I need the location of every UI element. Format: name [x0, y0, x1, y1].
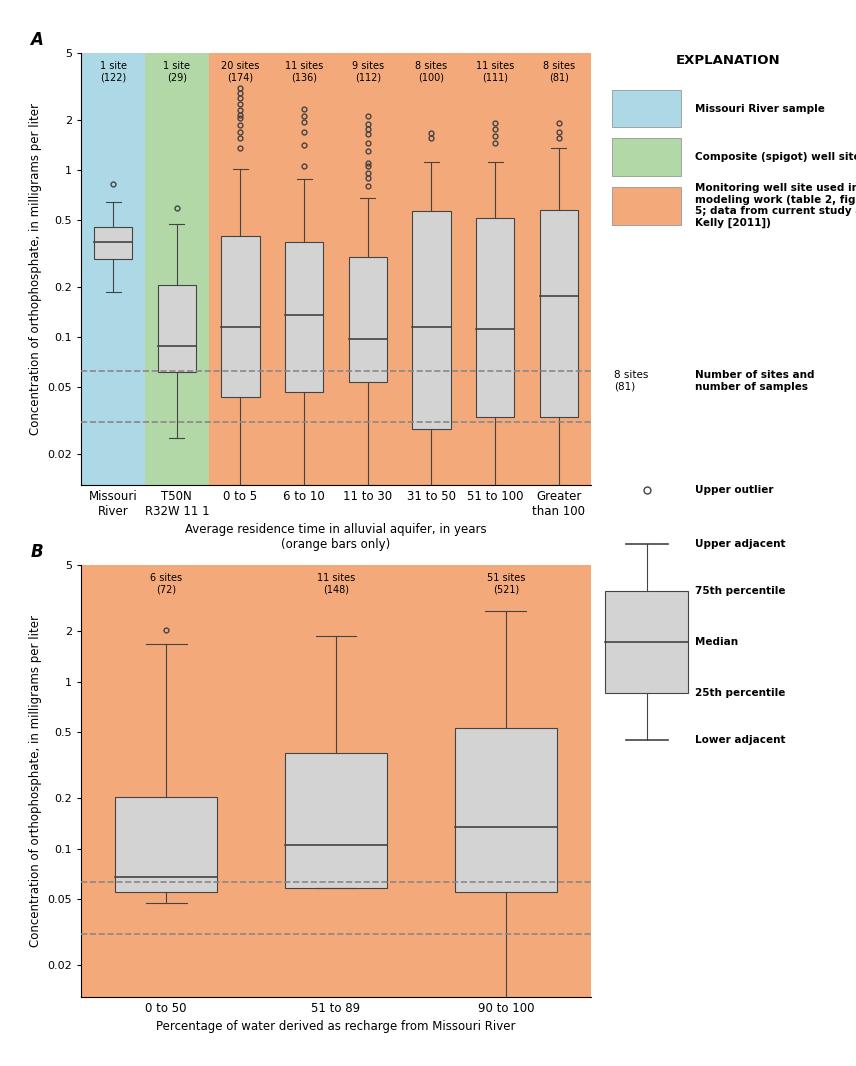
FancyBboxPatch shape: [612, 90, 681, 128]
Text: B: B: [31, 543, 43, 561]
Bar: [455, 728, 556, 892]
Text: 51 sites
(521): 51 sites (521): [486, 572, 525, 594]
Text: 75th percentile: 75th percentile: [695, 586, 786, 596]
Bar: [476, 219, 514, 418]
Bar: [222, 237, 259, 397]
Bar: [527, 53, 591, 485]
Bar: [251, 565, 421, 997]
Y-axis label: Concentration of orthophosphate, in milligrams per liter: Concentration of orthophosphate, in mill…: [29, 615, 42, 947]
FancyBboxPatch shape: [612, 139, 681, 176]
X-axis label: Average residence time in alluvial aquifer, in years
(orange bars only): Average residence time in alluvial aquif…: [185, 523, 487, 551]
Text: A: A: [31, 31, 44, 49]
Text: EXPLANATION: EXPLANATION: [675, 53, 780, 66]
Text: 8 sites
(100): 8 sites (100): [415, 61, 448, 82]
Text: Number of sites and
number of samples: Number of sites and number of samples: [695, 370, 815, 392]
Bar: [81, 565, 251, 997]
Text: 8 sites
(81): 8 sites (81): [615, 370, 649, 392]
Text: 1 site
(29): 1 site (29): [163, 61, 190, 82]
Text: 11 sites
(111): 11 sites (111): [476, 61, 514, 82]
Bar: [413, 211, 450, 430]
Y-axis label: Concentration of orthophosphate, in milligrams per liter: Concentration of orthophosphate, in mill…: [29, 103, 42, 435]
Text: 9 sites
(112): 9 sites (112): [352, 61, 383, 82]
Bar: [94, 227, 132, 259]
Bar: [336, 53, 400, 485]
Text: 25th percentile: 25th percentile: [695, 688, 786, 698]
Text: Monitoring well site used in previous
modeling work (table 2, figs. 4 and
5; dat: Monitoring well site used in previous mo…: [695, 183, 856, 228]
Bar: [421, 565, 591, 997]
Bar: [285, 242, 324, 392]
Text: 20 sites
(174): 20 sites (174): [222, 61, 259, 82]
Text: Upper adjacent: Upper adjacent: [695, 539, 786, 549]
Bar: [539, 210, 578, 418]
Bar: [81, 53, 145, 485]
X-axis label: Percentage of water derived as recharge from Missouri River: Percentage of water derived as recharge …: [157, 1020, 515, 1033]
FancyBboxPatch shape: [605, 592, 688, 693]
Bar: [285, 753, 387, 888]
Bar: [209, 53, 272, 485]
Text: 11 sites
(136): 11 sites (136): [285, 61, 324, 82]
FancyBboxPatch shape: [612, 187, 681, 225]
Text: 1 site
(122): 1 site (122): [99, 61, 127, 82]
Text: 6 sites
(72): 6 sites (72): [150, 572, 182, 594]
Bar: [400, 53, 463, 485]
Text: Composite (spigot) well site sample: Composite (spigot) well site sample: [695, 152, 856, 162]
Bar: [463, 53, 527, 485]
Text: Lower adjacent: Lower adjacent: [695, 734, 786, 745]
Text: 8 sites
(81): 8 sites (81): [543, 61, 575, 82]
Text: Median: Median: [695, 637, 739, 647]
Bar: [158, 285, 196, 372]
Bar: [145, 53, 209, 485]
Text: 11 sites
(148): 11 sites (148): [317, 572, 355, 594]
Text: Missouri River sample: Missouri River sample: [695, 103, 825, 114]
Bar: [348, 257, 387, 382]
Bar: [116, 796, 217, 892]
Bar: [272, 53, 336, 485]
Text: Upper outlier: Upper outlier: [695, 485, 774, 495]
